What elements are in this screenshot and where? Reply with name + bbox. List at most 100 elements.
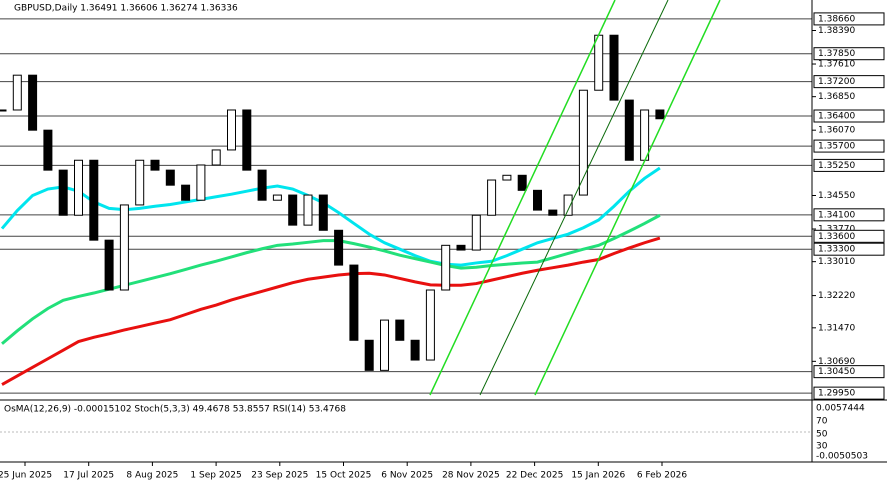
y-tick-label: 1.32220 <box>818 291 855 301</box>
y-tick-label: 1.30450 <box>818 367 855 377</box>
candle <box>410 339 420 361</box>
candle <box>303 194 313 226</box>
candle <box>349 264 359 341</box>
channel-line <box>534 0 721 396</box>
candle <box>502 174 512 181</box>
candle <box>318 194 328 231</box>
candle <box>43 129 53 171</box>
indicator-tick-label: 0.0057444 <box>816 404 865 414</box>
y-tick-label: 1.33600 <box>818 232 855 242</box>
candle <box>609 34 619 101</box>
y-tick-label: 1.33010 <box>818 257 855 267</box>
level-box <box>813 139 885 153</box>
y-tick-label: 1.38390 <box>818 26 855 36</box>
candle <box>380 319 389 371</box>
level-box <box>813 386 885 400</box>
channel-mid <box>479 0 669 396</box>
y-tick-label: 1.37610 <box>818 60 855 70</box>
y-tick-label: 1.35250 <box>818 161 855 171</box>
level-box <box>813 109 885 123</box>
x-tick-label: 23 Sep 2025 <box>251 471 308 481</box>
candle <box>334 229 344 266</box>
level-box <box>813 75 885 89</box>
channel <box>429 0 721 396</box>
candle <box>196 164 206 201</box>
x-tick-label: 15 Oct 2025 <box>316 471 372 481</box>
x-tick-label: 1 Sep 2025 <box>190 471 241 481</box>
indicator-title: OsMA(12,26,9) -0.00015102 Stoch(5,3,3) 4… <box>4 405 346 415</box>
candle <box>563 194 573 216</box>
y-tick-label: 1.31470 <box>818 323 855 333</box>
x-tick-label: 25 Jun 2025 <box>0 471 52 481</box>
y-tick-label: 1.29950 <box>818 389 855 399</box>
candle <box>578 89 588 196</box>
candle <box>364 339 374 371</box>
candle <box>624 99 634 161</box>
x-tick-label: 22 Dec 2025 <box>506 471 564 481</box>
candle <box>58 169 68 216</box>
y-tick-label: 1.33300 <box>818 245 855 255</box>
y-tick-label: 1.36400 <box>818 112 855 122</box>
indicator-tick-label: 50 <box>816 430 828 440</box>
y-tick-label: 1.38660 <box>818 14 855 24</box>
plot-area: 1.38390 1.37610 1.36850 1.36070 1.34550 1.337… <box>0 12 885 400</box>
candle <box>227 109 236 151</box>
candle <box>119 204 129 291</box>
y-tick-label: 1.34100 <box>818 210 855 220</box>
candle <box>28 74 38 131</box>
y-tick-label: 1.30690 <box>818 357 855 367</box>
level-box <box>813 229 885 243</box>
moving-average <box>1 236 661 386</box>
candle <box>272 194 282 201</box>
candle <box>0 109 7 112</box>
level-box <box>813 208 885 222</box>
indicator-tick-label: -0.0050503 <box>816 452 868 462</box>
candle <box>74 159 83 216</box>
y-tick-label: 1.35700 <box>818 142 855 152</box>
level-box <box>813 47 885 61</box>
candle <box>594 34 604 91</box>
candle <box>395 319 405 341</box>
candle <box>211 149 221 166</box>
x-tick-label: 6 Feb 2026 <box>637 471 688 481</box>
candle <box>640 109 650 161</box>
moving-average <box>0 166 661 267</box>
candle <box>181 184 191 201</box>
candle <box>165 169 175 186</box>
candle <box>288 194 298 226</box>
level-box <box>813 12 885 26</box>
y-tick-label: 1.36070 <box>818 126 855 136</box>
candle <box>655 109 665 120</box>
x-tick-label: 28 Nov 2025 <box>442 471 500 481</box>
level-box <box>813 158 885 172</box>
y-tick-label: 1.34550 <box>818 191 855 201</box>
y-tick-label: 1.37850 <box>818 49 855 59</box>
indicator-tick-label: 70 <box>816 417 828 427</box>
level-box <box>813 242 885 256</box>
candle <box>104 239 114 291</box>
y-tick-label: 1.33770 <box>818 225 855 235</box>
candle <box>242 109 252 171</box>
candle <box>12 74 22 111</box>
candle <box>135 159 145 206</box>
candle <box>487 179 497 216</box>
x-tick-label: 15 Jan 2026 <box>571 471 625 481</box>
candle <box>441 244 451 291</box>
candle <box>456 244 466 251</box>
x-tick-label: 17 Jul 2025 <box>63 471 114 481</box>
candle <box>425 289 435 361</box>
x-tick-label: 8 Aug 2025 <box>126 471 178 481</box>
candle <box>150 159 160 171</box>
title-bg <box>0 1 150 14</box>
candle <box>257 169 267 201</box>
candle <box>548 209 558 216</box>
candle <box>517 174 527 191</box>
x-tick-label: 6 Nov 2025 <box>381 471 433 481</box>
candle <box>533 189 542 211</box>
chart-title: GBPUSD,Daily 1.36491 1.36606 1.36274 1.3… <box>14 4 238 14</box>
channel-line <box>429 0 616 396</box>
y-tick-label: 1.36850 <box>818 92 855 102</box>
candle <box>471 214 481 251</box>
